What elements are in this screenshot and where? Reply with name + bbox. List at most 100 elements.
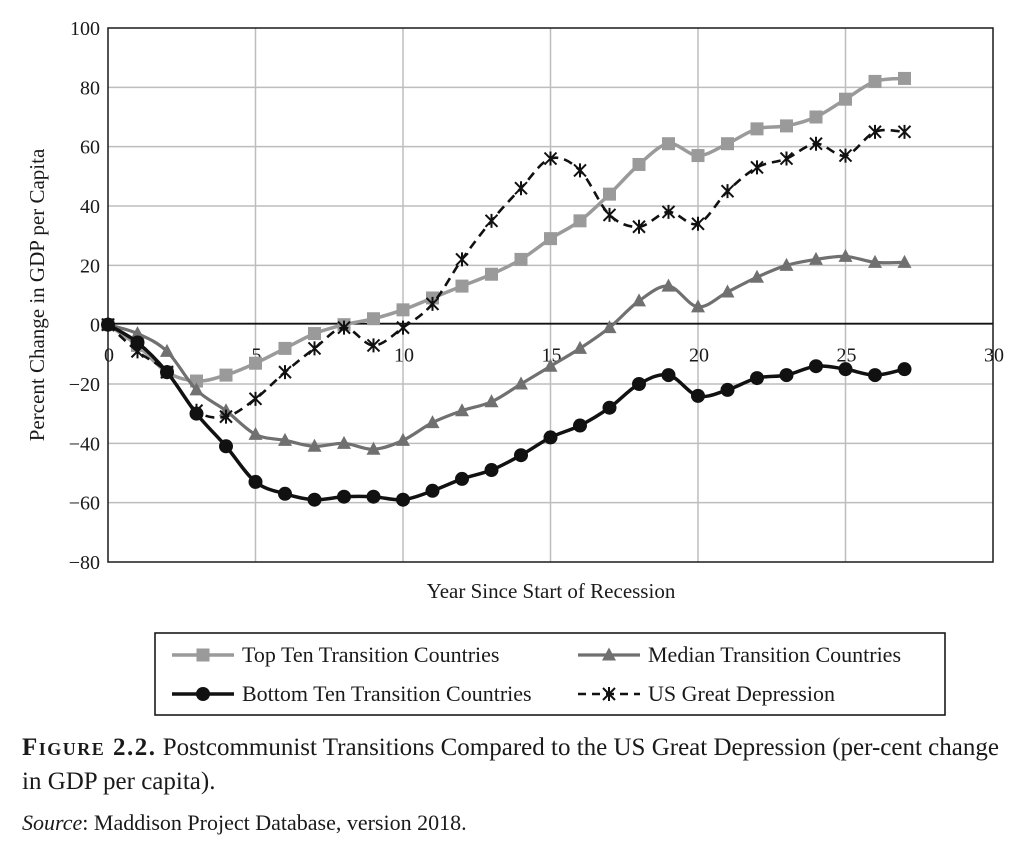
circle-marker xyxy=(514,448,528,463)
square-marker xyxy=(632,157,646,171)
circle-marker xyxy=(278,486,292,501)
square-marker xyxy=(750,122,764,136)
square-marker xyxy=(691,149,705,163)
y-tick-label: 100 xyxy=(70,18,100,40)
y-axis-label: Percent Change in GDP per Capita xyxy=(25,148,49,441)
x-tick-label: 5 xyxy=(252,345,262,367)
triangle-marker xyxy=(573,340,587,354)
square-marker xyxy=(514,252,528,266)
asterisk-marker xyxy=(868,124,882,139)
circle-marker xyxy=(484,463,499,478)
circle-marker xyxy=(838,362,853,377)
asterisk-marker xyxy=(366,338,381,353)
y-tick-label: 80 xyxy=(80,77,100,99)
asterisk-marker xyxy=(307,341,322,356)
source-text: : Maddison Project Database, version 201… xyxy=(82,810,467,835)
square-marker xyxy=(809,110,823,124)
legend: Top Ten Transition Countries Median Trans… xyxy=(154,632,946,716)
series-line xyxy=(106,76,905,383)
circle-marker xyxy=(779,368,794,383)
asterisk-marker xyxy=(425,296,440,311)
asterisk-marker xyxy=(602,207,617,222)
circle-marker xyxy=(307,492,322,507)
square-marker xyxy=(544,232,557,246)
circle-marker xyxy=(602,400,617,415)
circle-marker xyxy=(130,335,145,350)
asterisk-marker xyxy=(337,320,351,335)
x-tick-label: 20 xyxy=(689,345,709,367)
y-tick-label: 40 xyxy=(80,196,100,218)
asterisk-marker xyxy=(130,344,145,359)
square-marker xyxy=(249,356,262,370)
circle-marker xyxy=(455,471,469,486)
square-marker xyxy=(662,137,675,151)
square-marker xyxy=(308,327,321,341)
triangle-marker xyxy=(838,248,853,262)
asterisk-marker xyxy=(632,219,646,234)
caption-text: Postcommunist Transitions Compared to th… xyxy=(22,734,999,795)
circle-marker xyxy=(632,377,646,391)
circle-marker xyxy=(366,489,381,504)
source-note: Source: Maddison Project Database, versi… xyxy=(22,810,467,836)
circle-marker xyxy=(219,439,233,454)
x-tick-label: 10 xyxy=(394,345,414,367)
triangle-marker xyxy=(189,382,204,396)
series-layer xyxy=(101,71,912,507)
triangle-marker xyxy=(307,438,322,452)
y-axis-ticks: 100 80 60 40 20 0 −20 −40 −60 −80 xyxy=(69,18,100,574)
triangle-marker xyxy=(809,251,823,265)
triangle-marker xyxy=(366,441,381,455)
asterisk-marker xyxy=(160,365,174,380)
triangle-marker xyxy=(130,326,145,340)
series-line xyxy=(107,128,905,419)
figure-label: Figure 2.2. xyxy=(22,734,157,761)
square-marker xyxy=(573,214,587,228)
triangle-marker xyxy=(779,257,794,271)
triangle-marker xyxy=(750,269,764,283)
source-label: Source xyxy=(22,810,83,835)
legend-square-marker xyxy=(196,648,210,662)
triangle-marker xyxy=(632,293,646,307)
series-square xyxy=(101,71,911,388)
triangle-marker xyxy=(868,254,882,268)
asterisk-marker xyxy=(691,216,705,231)
asterisk-marker xyxy=(661,204,676,219)
asterisk-marker xyxy=(101,317,115,332)
square-marker xyxy=(839,92,852,106)
triangle-marker xyxy=(455,403,469,417)
y-tick-label: −80 xyxy=(69,552,100,574)
square-marker xyxy=(868,74,882,88)
series-triangle xyxy=(101,248,912,455)
circle-marker xyxy=(661,368,676,383)
triangle-marker xyxy=(396,432,410,446)
square-marker xyxy=(603,187,616,201)
triangle-marker xyxy=(278,432,292,446)
asterisk-marker xyxy=(484,213,499,228)
triangle-marker xyxy=(602,320,617,334)
square-marker xyxy=(367,312,380,326)
triangle-marker xyxy=(691,299,705,313)
y-tick-label: −60 xyxy=(69,493,100,515)
x-tick-label: 0 xyxy=(104,345,114,367)
circle-marker xyxy=(809,359,823,374)
asterisk-marker xyxy=(779,151,794,166)
asterisk-marker xyxy=(455,252,469,267)
legend-circle-marker xyxy=(196,687,210,701)
legend-label: Median Transition Countries xyxy=(648,642,901,667)
asterisk-marker xyxy=(189,403,204,418)
asterisk-marker xyxy=(897,124,912,139)
asterisk-marker xyxy=(278,365,292,380)
circle-marker xyxy=(573,418,587,433)
asterisk-marker xyxy=(219,409,233,424)
triangle-marker xyxy=(425,415,440,429)
legend-triangle-marker xyxy=(602,647,616,661)
asterisk-marker xyxy=(514,181,528,196)
figure-caption: Figure 2.2. Postcommunist Transitions Co… xyxy=(22,731,1012,799)
asterisk-marker xyxy=(720,184,735,199)
circle-marker xyxy=(396,492,410,507)
circle-marker xyxy=(425,483,440,498)
y-tick-label: 60 xyxy=(80,137,100,159)
legend-box xyxy=(154,632,946,716)
series-line xyxy=(107,254,905,451)
circle-marker xyxy=(543,430,558,445)
